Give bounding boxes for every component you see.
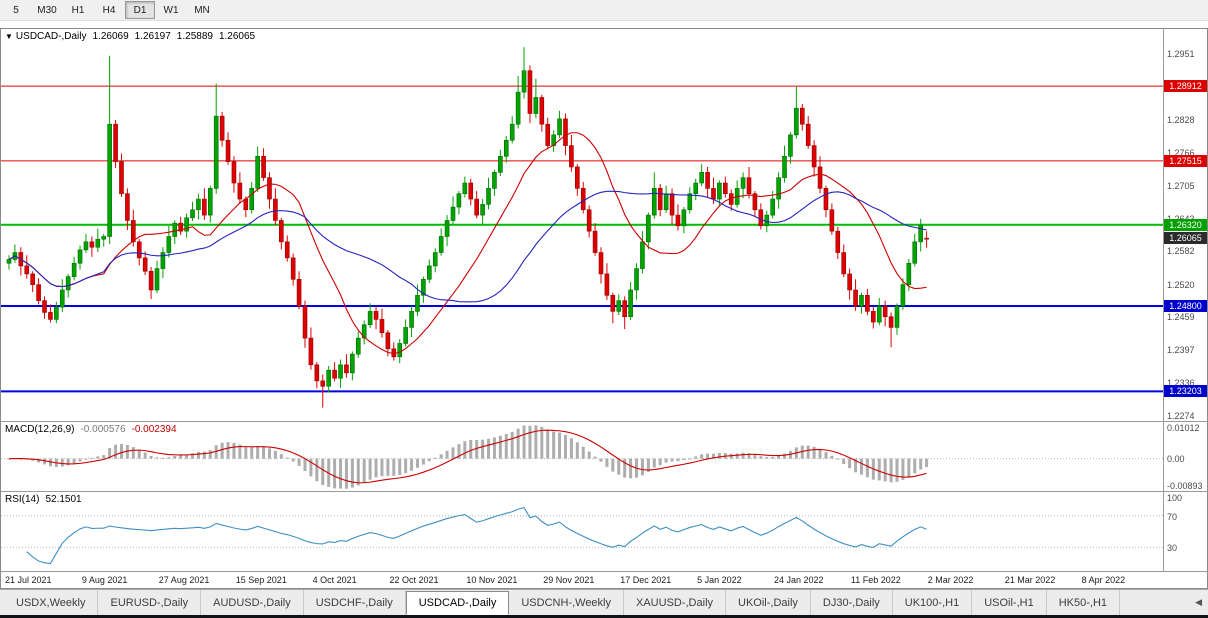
chart-tab-usdchf-daily[interactable]: USDCHF-,Daily (304, 590, 406, 615)
price-level-badge: 1.23203 (1164, 385, 1207, 398)
chart-tab-usdcnh-weekly[interactable]: USDCNH-,Weekly (509, 590, 624, 615)
rsi-value: 52.1501 (45, 494, 82, 505)
price-level-badge: 1.24800 (1164, 300, 1207, 313)
price-axis-label: 1.2951 (1167, 49, 1195, 60)
rsi-label: RSI(14) 52.1501 (5, 494, 82, 505)
date-label: 17 Dec 2021 (620, 575, 672, 585)
price-chart-canvas[interactable] (1, 29, 1163, 421)
taskbar-sliver (0, 615, 1208, 618)
macd-signal-value: -0.002394 (131, 424, 177, 435)
chart-tab-usoil-h1[interactable]: USOil-,H1 (972, 590, 1047, 615)
price-level-badge: 1.26065 (1164, 232, 1207, 245)
date-label: 9 Aug 2021 (81, 575, 128, 585)
price-axis-label: 1.2459 (1167, 312, 1195, 323)
chart-tab-eurusd-daily[interactable]: EURUSD-,Daily (98, 590, 202, 615)
chart-tab-audusd-daily[interactable]: AUDUSD-,Daily (201, 590, 304, 615)
macd-main-value: -0.000576 (80, 424, 126, 435)
rsi-axis-label: 30 (1167, 543, 1178, 554)
macd-pane[interactable]: MACD(12,26,9) -0.000576 -0.002394 (1, 421, 1163, 491)
period-button-M30[interactable]: M30 (37, 4, 57, 16)
chart-tab-uk100-h1[interactable]: UK100-,H1 (893, 590, 973, 615)
price-axis-label: 1.2828 (1167, 114, 1195, 125)
period-button-H4[interactable]: H4 (102, 4, 116, 16)
chart-tab-ukoil-daily[interactable]: UKOil-,Daily (726, 590, 811, 615)
time-axis[interactable]: 21 Jul 2021 9 Aug 2021 27 Aug 2021 15 Sep 2… (1, 571, 1207, 588)
quote-high: 1.26197 (134, 31, 171, 42)
macd-axis[interactable]: 0.01012 0.00 -0.00893 (1163, 421, 1207, 491)
price-pane[interactable]: ▼ USDCAD-,Daily 1.26069 1.26197 1.25889 1.260… (1, 29, 1163, 421)
quote-close: 1.26065 (218, 31, 256, 42)
price-axis-label: 1.2336 (1167, 378, 1195, 389)
date-label: 22 Oct 2021 (389, 575, 439, 585)
date-label: 4 Oct 2021 (312, 575, 357, 585)
price-axis-label: 1.2397 (1167, 345, 1195, 356)
price-axis-label: 1.2520 (1167, 279, 1195, 290)
macd-indicator-name: MACD(12,26,9) (5, 424, 75, 435)
macd-axis-label: 0.00 (1167, 453, 1185, 464)
chart-title: ▼ USDCAD-,Daily 1.26069 1.26197 1.25889 1.260… (5, 31, 255, 42)
quote-open: 1.26069 (92, 31, 129, 42)
date-label: 27 Aug 2021 (158, 575, 210, 585)
price-axis-label: 1.2766 (1167, 148, 1195, 159)
price-axis[interactable]: 1.29511.28281.27661.27051.26431.25821.25… (1163, 29, 1207, 421)
period-button-MN[interactable]: MN (194, 4, 210, 16)
period-button-5[interactable]: 5 (13, 4, 19, 16)
chart-tab-xauusd-daily[interactable]: XAUUSD-,Daily (624, 590, 727, 615)
price-axis-label: 1.2705 (1167, 180, 1195, 191)
date-label: 5 Jan 2022 (697, 575, 742, 585)
quote-low: 1.25889 (176, 31, 213, 42)
date-label: 15 Sep 2021 (235, 575, 287, 585)
rsi-chart-canvas[interactable] (1, 492, 1163, 571)
date-label: 2 Mar 2022 (927, 575, 974, 585)
price-axis-label: 1.2274 (1167, 411, 1195, 422)
date-label: 8 Apr 2022 (1081, 575, 1126, 585)
date-label: 21 Jul 2021 (5, 575, 52, 585)
date-label: 21 Mar 2022 (1004, 575, 1056, 585)
chart-window: ▼ USDCAD-,Daily 1.26069 1.26197 1.25889 1.260… (0, 28, 1208, 589)
chart-tab-dj30-daily[interactable]: DJ30-,Daily (811, 590, 893, 615)
price-level-badge: 1.26320 (1164, 218, 1207, 231)
tab-scroll-left-icon[interactable]: ◀ (1195, 597, 1202, 607)
rsi-indicator-name: RSI(14) (5, 494, 40, 505)
price-level-badge: 1.28912 (1164, 80, 1207, 93)
date-label: 10 Nov 2021 (466, 575, 518, 585)
chart-symbol-label: USDCAD-,Daily (15, 31, 87, 42)
period-button-H1[interactable]: H1 (71, 4, 85, 16)
chart-tab-hk50-h1[interactable]: HK50-,H1 (1047, 590, 1121, 615)
macd-axis-label: 0.01012 (1167, 423, 1200, 433)
date-label: 24 Jan 2022 (774, 575, 824, 585)
rsi-pane[interactable]: RSI(14) 52.1501 (1, 491, 1163, 571)
rsi-axis-label: 70 (1167, 511, 1178, 522)
bottom-tab-bar: USDX,Weekly EURUSD-,Daily AUDUSD-,Daily USD… (0, 589, 1208, 615)
period-button-D1[interactable]: D1 (125, 1, 155, 19)
macd-label: MACD(12,26,9) -0.000576 -0.002394 (5, 424, 177, 435)
rsi-axis[interactable]: 100 70 30 (1163, 491, 1207, 571)
period-button-W1[interactable]: W1 (163, 4, 179, 16)
chart-menu-icon[interactable]: ▼ (5, 32, 13, 41)
macd-axis-label: -0.00893 (1167, 481, 1203, 491)
macd-chart-canvas[interactable] (1, 422, 1163, 491)
mdi-client-gap (0, 21, 1208, 28)
price-level-badge: 1.27515 (1164, 154, 1207, 167)
price-axis-label: 1.2582 (1167, 246, 1195, 257)
date-label: 11 Feb 2022 (850, 575, 901, 585)
date-label: 29 Nov 2021 (543, 575, 595, 585)
timeframe-toolbar: 5 M30 H1 H4 D1 W1 MN (0, 0, 1208, 21)
rsi-axis-label: 100 (1167, 493, 1183, 503)
chart-tab-usdcad-daily[interactable]: USDCAD-,Daily (405, 591, 510, 615)
chart-tab-usdx-weekly[interactable]: USDX,Weekly (4, 590, 99, 615)
